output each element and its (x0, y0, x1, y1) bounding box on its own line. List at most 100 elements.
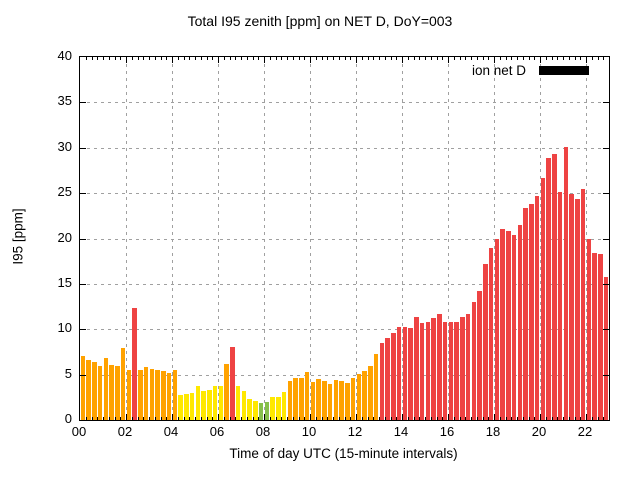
x-tick-label-14: 14 (393, 424, 409, 439)
x-tick-top (379, 57, 380, 60)
bar-18:00 (494, 239, 500, 420)
x-tick-top (126, 57, 127, 63)
gridline-x-20 (540, 57, 541, 420)
x-tick-bottom (229, 417, 231, 420)
x-tick-bottom (367, 417, 369, 420)
x-tick-top (367, 57, 369, 60)
legend: ion net D (472, 63, 589, 78)
x-tick-label-10: 10 (301, 424, 317, 439)
x-tick-bottom (356, 414, 357, 420)
bar-06:30 (230, 346, 235, 420)
x-tick-bottom (528, 417, 530, 420)
x-tick-top (517, 57, 518, 60)
y-tick-label-20: 20 (57, 229, 72, 245)
x-tick-top (241, 57, 242, 60)
x-tick-bottom (591, 417, 593, 420)
x-tick-bottom (195, 417, 196, 420)
x-tick-top (154, 57, 156, 60)
x-tick-top (442, 57, 444, 60)
x-tick-top (333, 57, 334, 60)
x-tick-bottom (212, 417, 214, 420)
x-tick-top (390, 57, 392, 60)
x-tick-top (494, 57, 495, 63)
x-tick-bottom (315, 417, 317, 420)
x-tick-top (218, 57, 219, 63)
bar-07:30 (253, 400, 258, 420)
bar-16:15 (454, 322, 459, 420)
bar-09:45 (304, 371, 310, 420)
bar-08:00 (264, 401, 270, 420)
bar-19:45 (534, 195, 540, 420)
x-tick-bottom (574, 417, 576, 420)
bar-05:00 (195, 386, 201, 420)
bar-11:45 (350, 378, 356, 420)
x-tick-bottom (373, 417, 375, 420)
x-tick-top (396, 57, 398, 60)
x-tick-top (545, 57, 547, 60)
x-tick-top (344, 57, 346, 60)
x-tick-bottom (143, 417, 145, 420)
x-tick-label-02: 02 (117, 424, 133, 439)
x-tick-top (149, 57, 150, 60)
legend-swatch (539, 66, 589, 75)
x-tick-top (252, 57, 254, 60)
x-tick-bottom (103, 417, 104, 420)
bar-03:30 (161, 371, 166, 420)
bar-20:15 (546, 157, 551, 420)
bar-14:15 (408, 328, 413, 420)
x-tick-bottom (183, 417, 185, 420)
y-tick-label-15: 15 (57, 274, 72, 290)
bar-03:15 (155, 370, 160, 420)
x-tick-top (476, 57, 478, 60)
x-tick-label-20: 20 (531, 424, 547, 439)
bar-17:00 (471, 302, 477, 420)
bar-08:45 (281, 391, 287, 420)
gridline-x-16 (448, 57, 449, 420)
y-tick-left (80, 238, 86, 240)
x-tick-top (413, 57, 415, 60)
bar-03:45 (166, 372, 172, 420)
x-tick-bottom (137, 417, 139, 420)
x-tick-top (264, 57, 265, 63)
gridline-x-02 (126, 57, 127, 420)
bar-18:15 (500, 229, 505, 420)
bar-04:45 (189, 392, 195, 420)
x-tick-top (281, 57, 283, 60)
bar-02:00 (126, 370, 132, 420)
bar-15:00 (425, 322, 431, 420)
bar-07:45 (258, 402, 264, 420)
gridline-x-10 (310, 57, 311, 420)
x-tick-bottom (241, 417, 242, 420)
y-tick-left (80, 283, 86, 285)
x-tick-bottom (298, 417, 300, 420)
bar-06:15 (224, 363, 229, 420)
y-tick-left (80, 374, 86, 376)
x-tick-top (246, 57, 248, 60)
x-tick-top (580, 57, 582, 60)
bar-10:00 (310, 381, 316, 420)
x-tick-top (269, 57, 271, 60)
x-tick-top (212, 57, 214, 60)
x-tick-bottom (597, 417, 599, 420)
bar-02:30 (138, 370, 143, 420)
x-tick-bottom (85, 417, 87, 420)
x-tick-top (223, 57, 225, 60)
x-tick-top (327, 57, 329, 60)
x-tick-bottom (379, 417, 380, 420)
x-tick-label-04: 04 (163, 424, 179, 439)
bar-20:00 (540, 177, 546, 420)
x-tick-top (172, 57, 173, 63)
x-tick-bottom (200, 417, 202, 420)
x-tick-top (430, 57, 432, 60)
x-tick-bottom (287, 417, 288, 420)
x-tick-label-22: 22 (577, 424, 593, 439)
bar-13:00 (379, 342, 385, 420)
bar-21:45 (580, 188, 586, 420)
x-tick-bottom (154, 417, 156, 420)
x-tick-bottom (275, 417, 277, 420)
x-tick-bottom (511, 417, 513, 420)
bar-20:30 (552, 154, 557, 420)
x-tick-bottom (517, 417, 518, 420)
bar-01:15 (109, 364, 114, 420)
